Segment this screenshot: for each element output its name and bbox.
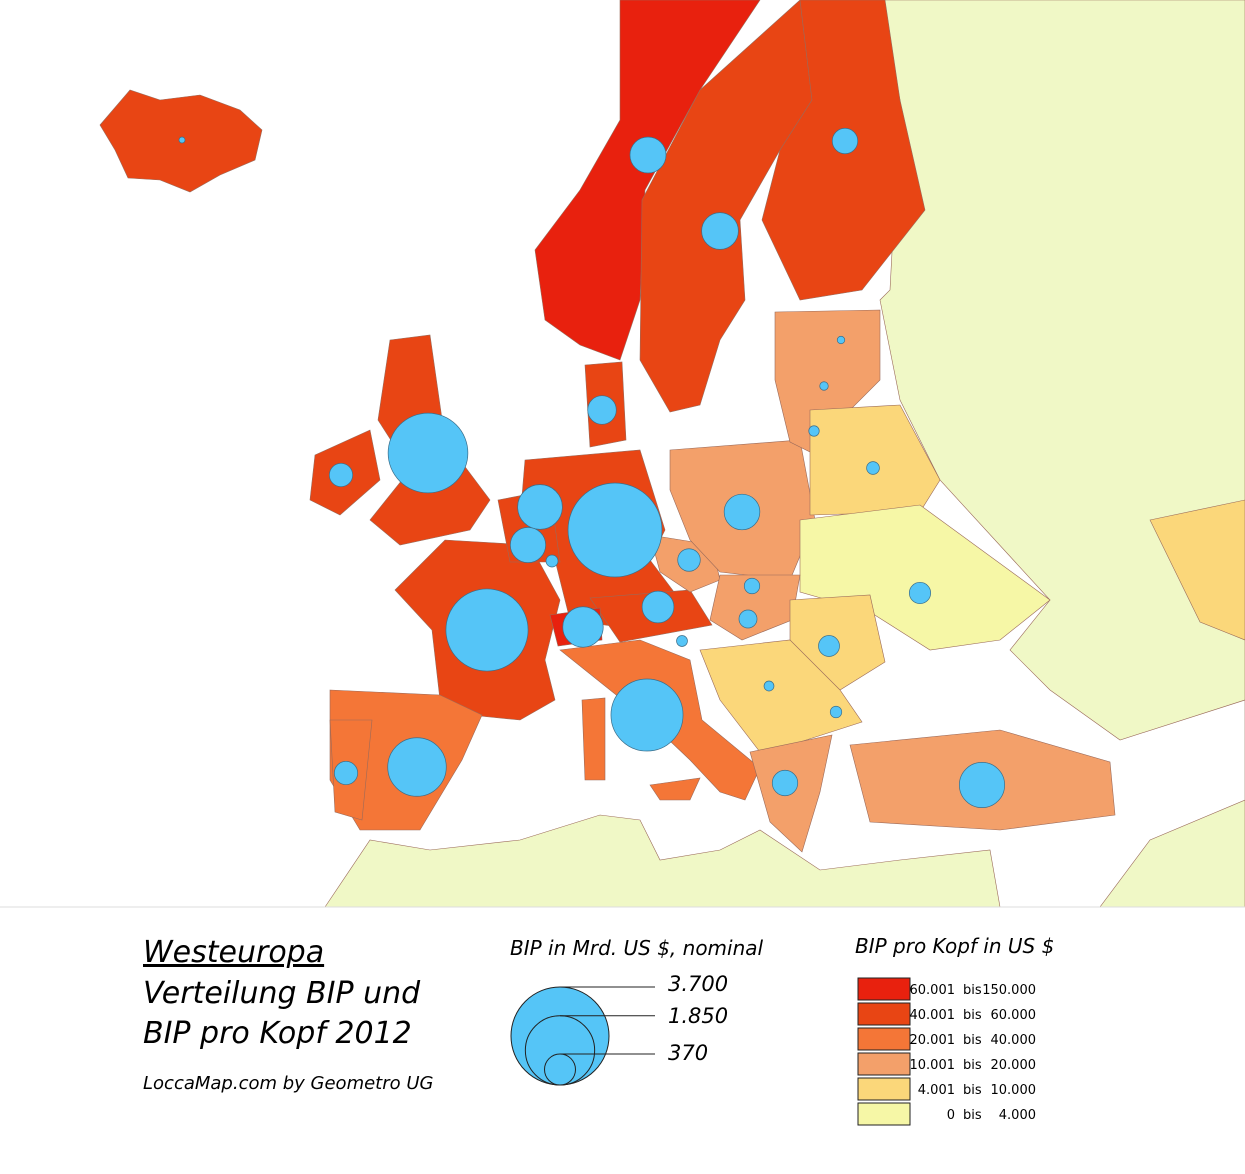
gdp-bubble (677, 548, 701, 572)
country (581, 697, 606, 781)
size-legend-label: 1.850 (668, 1004, 728, 1028)
color-swatch (857, 1077, 911, 1101)
gdp-bubble (562, 606, 604, 648)
class-to: 60.000 (991, 1008, 1037, 1023)
gdp-bubble (836, 335, 846, 345)
gdp-bubble (587, 395, 617, 425)
gdp-bubble (517, 484, 563, 530)
credit: LoccaMap.com by Geometro UG (143, 1073, 434, 1094)
country (799, 504, 1051, 651)
size-legend-circle (544, 1053, 576, 1086)
gdp-bubble (771, 769, 799, 797)
class-to: 40.000 (991, 1033, 1037, 1048)
subtitle: Verteilung BIP und (143, 976, 421, 1011)
class-to: 10.000 (991, 1083, 1037, 1098)
class-word: bis (963, 1058, 982, 1073)
gdp-bubble (328, 462, 354, 488)
color-swatch (857, 1102, 911, 1126)
class-from: 0 (947, 1108, 955, 1123)
gdp-bubble (641, 590, 675, 624)
gdp-bubble (445, 588, 529, 672)
subtitle: BIP pro Kopf 2012 (143, 1016, 412, 1051)
gdp-bubble (829, 705, 843, 719)
gdp-bubble (333, 760, 359, 786)
land-south (324, 814, 1001, 908)
class-word: bis (963, 1008, 982, 1023)
class-word: bis (963, 983, 982, 998)
bubbles (178, 127, 1005, 808)
gdp-bubble (763, 680, 775, 692)
gdp-bubble (959, 762, 1005, 808)
class-to: 4.000 (999, 1108, 1036, 1123)
gdp-bubble (819, 381, 829, 391)
class-from: 10.001 (910, 1058, 956, 1073)
country (1149, 499, 1245, 641)
gdp-bubble (387, 412, 469, 494)
gdp-bubble (701, 212, 739, 250)
class-from: 20.001 (910, 1033, 956, 1048)
class-from: 4.001 (918, 1083, 955, 1098)
gdp-bubble (818, 635, 840, 657)
gdp-bubble (387, 737, 447, 797)
gdp-bubble (808, 425, 820, 437)
gdp-bubble (676, 635, 688, 647)
size-legend-label: 3.700 (668, 972, 728, 996)
size-legend-label: 370 (668, 1041, 708, 1065)
class-word: bis (963, 1033, 982, 1048)
color-swatch (857, 1027, 911, 1051)
class-word: bis (963, 1108, 982, 1123)
color-swatch (857, 977, 911, 1001)
gdp-bubble (610, 678, 684, 752)
gdp-bubble (723, 493, 761, 531)
country (699, 639, 863, 753)
gdp-bubble (866, 461, 880, 475)
gdp-bubble (908, 581, 932, 605)
color-legend-title: BIP pro Kopf in US $ (855, 934, 1054, 958)
color-swatch (857, 1052, 911, 1076)
size-legend-title: BIP in Mrd. US $, nominal (510, 936, 764, 960)
color-swatch (857, 1002, 911, 1026)
gdp-bubble (738, 609, 758, 629)
country (709, 574, 801, 641)
country (534, 0, 761, 361)
gdp-bubble (831, 127, 859, 155)
class-from: 60.001 (910, 983, 956, 998)
gdp-bubble (743, 577, 761, 595)
gdp-bubble (567, 482, 663, 578)
gdp-bubble (510, 527, 546, 563)
title: Westeuropa (143, 935, 324, 970)
map (99, 0, 1245, 908)
class-from: 40.001 (910, 1008, 956, 1023)
gdp-bubble (629, 136, 667, 174)
class-to: 150.000 (982, 983, 1036, 998)
gdp-bubble (178, 136, 186, 144)
class-to: 20.000 (991, 1058, 1037, 1073)
gdp-bubble (545, 554, 559, 568)
class-word: bis (963, 1083, 982, 1098)
country (649, 777, 701, 801)
